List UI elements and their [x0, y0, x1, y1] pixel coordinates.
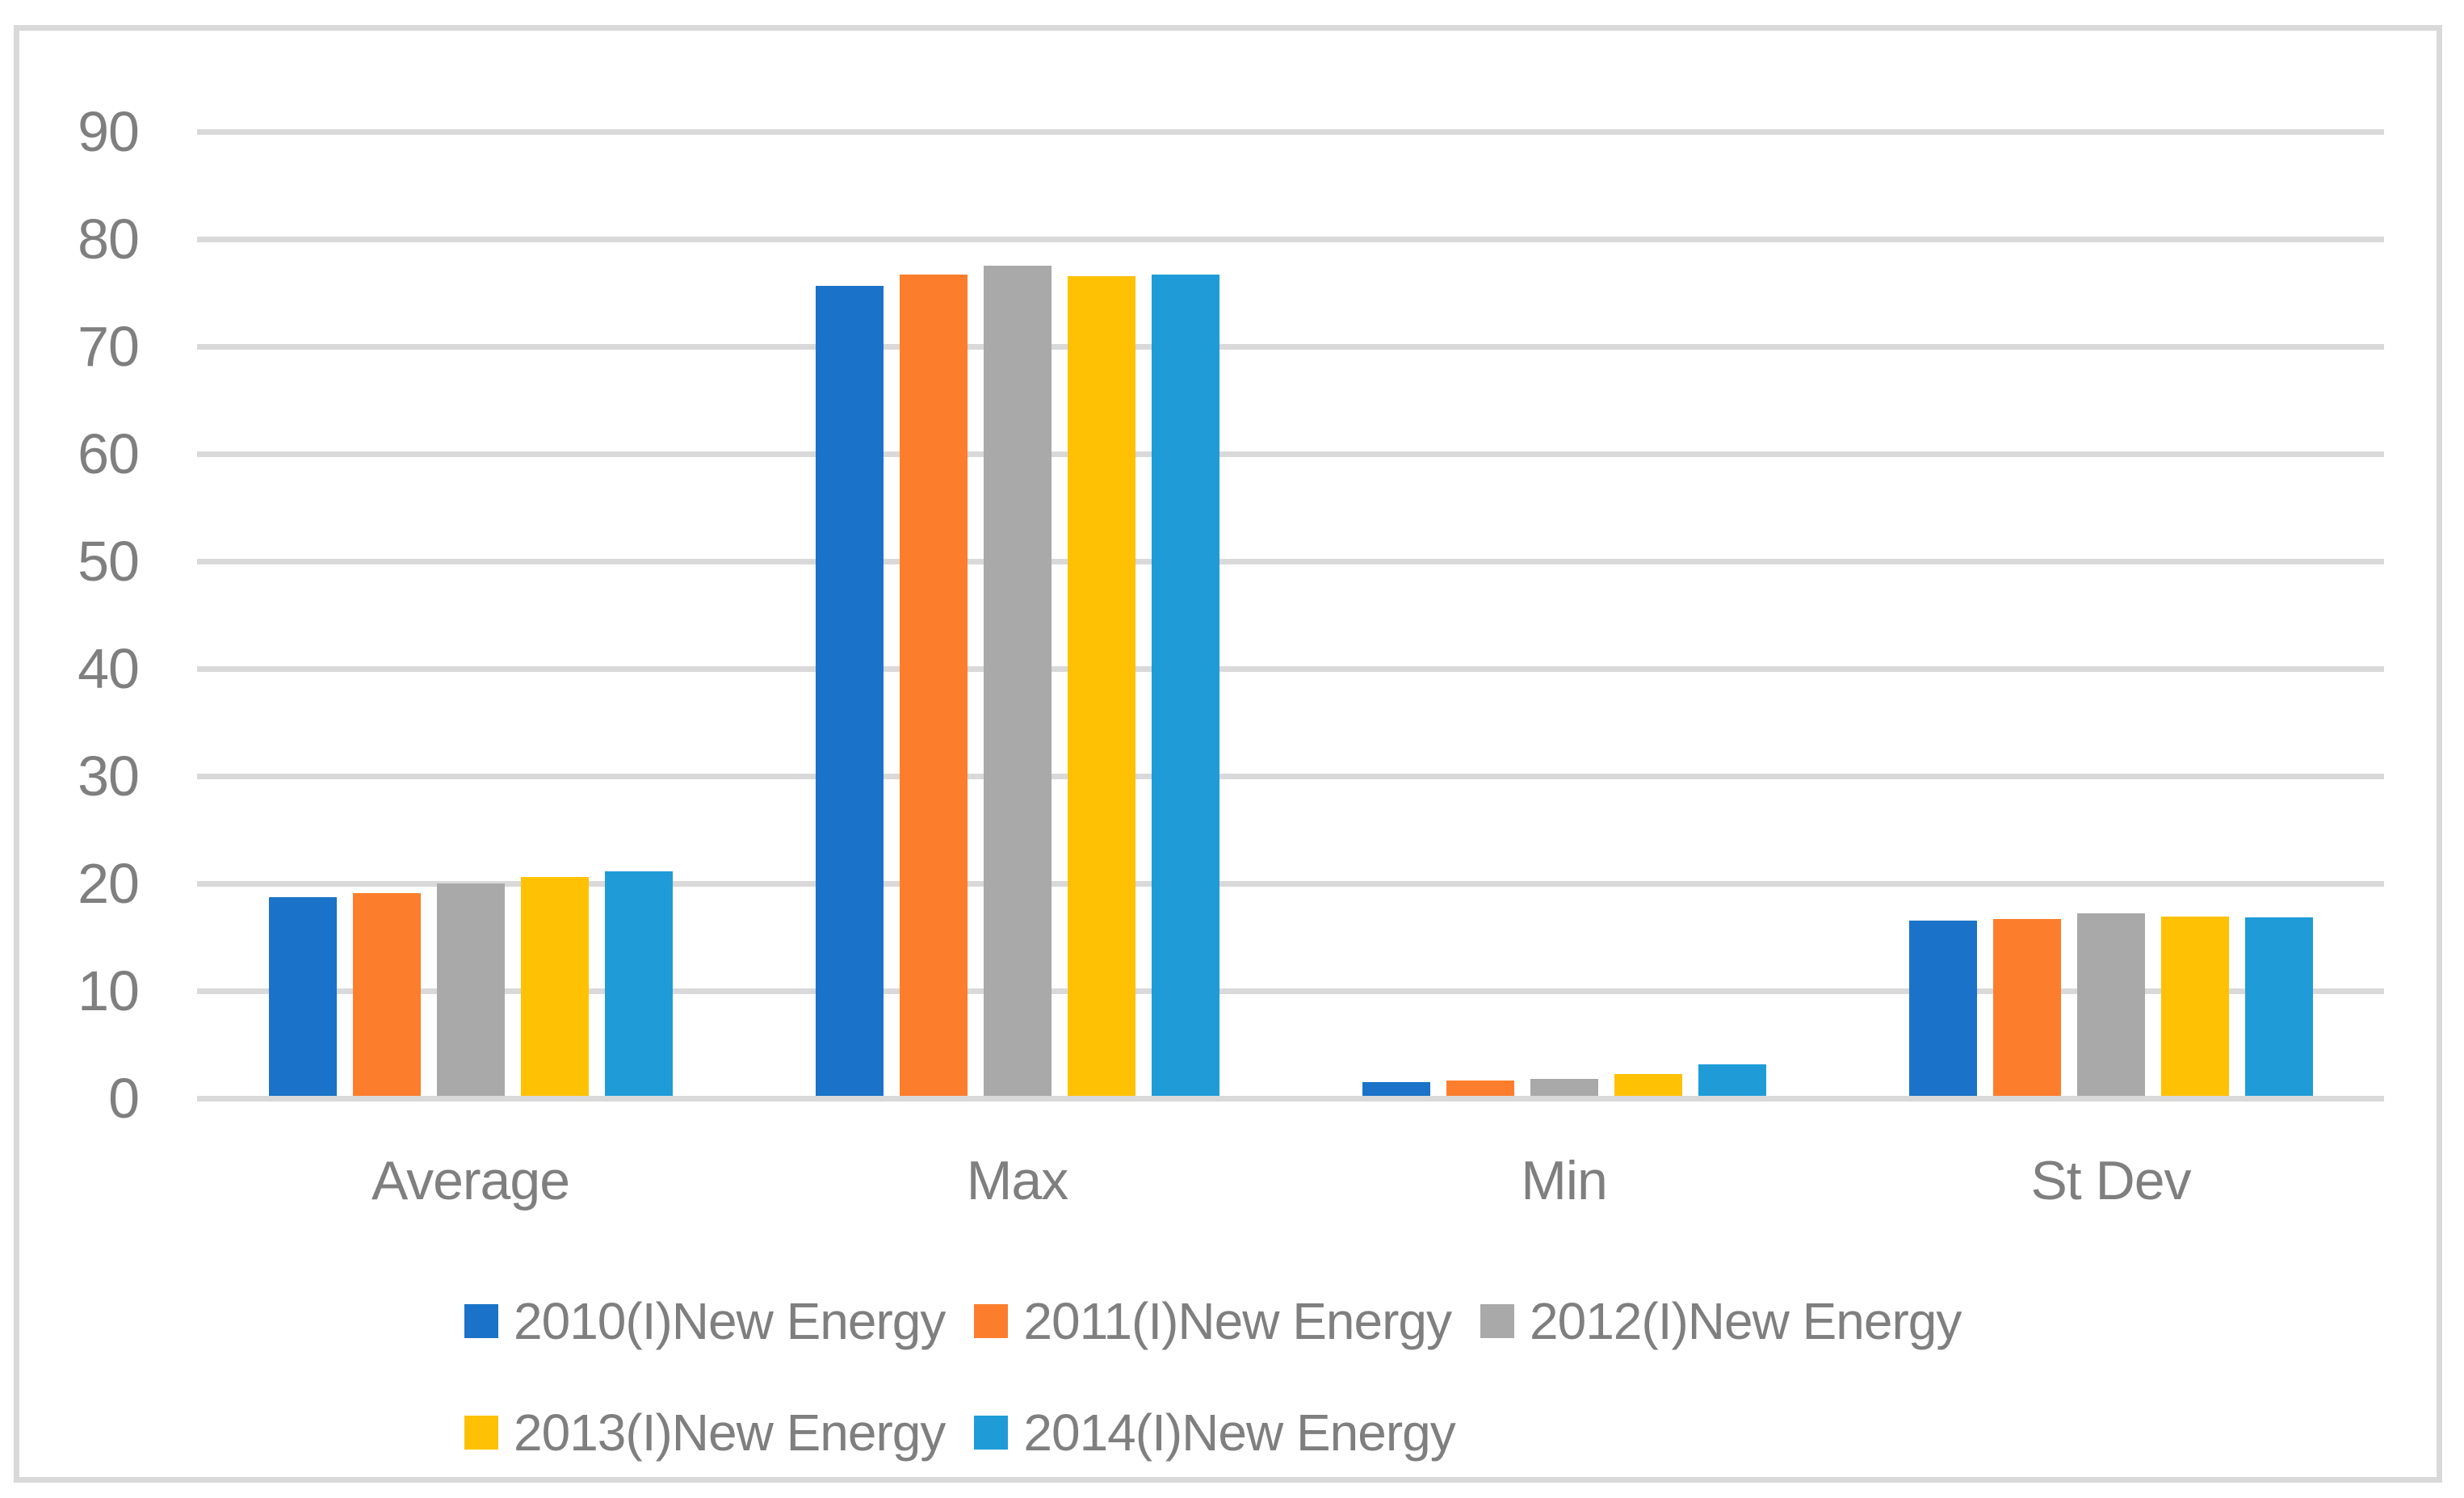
- bar-2013(I)New Energy-St Dev: [2160, 916, 2229, 1096]
- y-tick-label-70: 70: [78, 315, 140, 378]
- legend-swatch-icon: [974, 1304, 1009, 1338]
- y-tick-label-80: 80: [78, 208, 140, 271]
- gridline-y-20: [197, 881, 2384, 887]
- bar-2014(I)New Energy-St Dev: [2244, 917, 2313, 1096]
- gridline-y-10: [197, 988, 2384, 994]
- y-tick-label-60: 60: [78, 422, 140, 485]
- gridline-y-60: [197, 451, 2384, 457]
- legend-label: 2011(I)New Energy: [1023, 1292, 1452, 1350]
- legend-label: 2012(I)New Energy: [1530, 1292, 1962, 1350]
- y-tick-label-30: 30: [78, 745, 140, 808]
- legend-item-2014(I)New Energy: 2014(I)New Energy: [974, 1402, 1456, 1463]
- gridline-y-0: [197, 1096, 2384, 1101]
- bar-2011(I)New Energy-St Dev: [1992, 918, 2061, 1096]
- legend-swatch-icon: [1480, 1304, 1514, 1338]
- legend-row-1: 2010(I)New Energy 2011(I)New Energy 2012(I…: [464, 1290, 1990, 1352]
- gridline-y-40: [197, 666, 2384, 672]
- bar-2014(I)New Energy-Min: [1698, 1064, 1766, 1096]
- legend-item-2011(I)New Energy: 2011(I)New Energy: [974, 1290, 1452, 1352]
- bar-2014(I)New Energy-Max: [1151, 274, 1219, 1096]
- legend-swatch-icon: [974, 1416, 1009, 1450]
- bar-2012(I)New Energy-Average: [436, 883, 505, 1096]
- legend-item-2013(I)New Energy: 2013(I)New Energy: [464, 1402, 946, 1463]
- category-label-Max: Max: [966, 1150, 1068, 1211]
- gridline-y-50: [197, 559, 2384, 564]
- bar-2012(I)New Energy-St Dev: [2076, 913, 2145, 1096]
- bar-2011(I)New Energy-Max: [899, 274, 968, 1096]
- chart-frame: 0 10 20 30 40 50 60 70 80 90 Average Max Min St Dev …: [14, 25, 2442, 1483]
- bar-2010(I)New Energy-Max: [815, 286, 884, 1096]
- category-label-St Dev: St Dev: [2030, 1150, 2191, 1211]
- gridline-y-30: [197, 774, 2384, 779]
- bar-2014(I)New Energy-Average: [604, 871, 673, 1096]
- legend-row-2: 2013(I)New Energy 2014(I)New Energy: [464, 1402, 1990, 1463]
- y-tick-label-10: 10: [78, 959, 140, 1022]
- bar-2013(I)New Energy-Min: [1614, 1074, 1682, 1096]
- category-label-Min: Min: [1521, 1150, 1608, 1211]
- bar-2011(I)New Energy-Average: [352, 892, 421, 1096]
- gridline-y-80: [197, 237, 2384, 242]
- gridline-y-70: [197, 344, 2384, 350]
- gridline-y-90: [197, 129, 2384, 135]
- y-tick-label-20: 20: [78, 852, 140, 915]
- bar-2010(I)New Energy-Min: [1362, 1081, 1430, 1096]
- bar-2010(I)New Energy-St Dev: [1908, 921, 1977, 1096]
- y-tick-label-0: 0: [108, 1067, 140, 1130]
- legend-swatch-icon: [464, 1304, 498, 1338]
- plot-area: [197, 129, 2384, 1101]
- bar-2011(I)New Energy-Min: [1446, 1080, 1514, 1096]
- bar-2012(I)New Energy-Max: [983, 265, 1052, 1096]
- y-tick-label-50: 50: [78, 530, 140, 593]
- legend-label: 2014(I)New Energy: [1023, 1404, 1455, 1462]
- legend-item-2012(I)New Energy: 2012(I)New Energy: [1480, 1290, 1962, 1352]
- legend-swatch-icon: [464, 1416, 498, 1450]
- legend-item-2010(I)New Energy: 2010(I)New Energy: [464, 1290, 946, 1352]
- y-tick-label-90: 90: [78, 100, 140, 163]
- category-label-Average: Average: [371, 1150, 570, 1211]
- bar-2013(I)New Energy-Average: [520, 876, 589, 1096]
- bar-2012(I)New Energy-Min: [1530, 1078, 1598, 1096]
- legend-label: 2010(I)New Energy: [514, 1292, 946, 1350]
- legend: 2010(I)New Energy 2011(I)New Energy 2012(I…: [464, 1290, 1990, 1498]
- bar-2013(I)New Energy-Max: [1067, 276, 1135, 1096]
- bar-2010(I)New Energy-Average: [268, 896, 337, 1096]
- legend-label: 2013(I)New Energy: [514, 1404, 946, 1462]
- y-tick-label-40: 40: [78, 637, 140, 700]
